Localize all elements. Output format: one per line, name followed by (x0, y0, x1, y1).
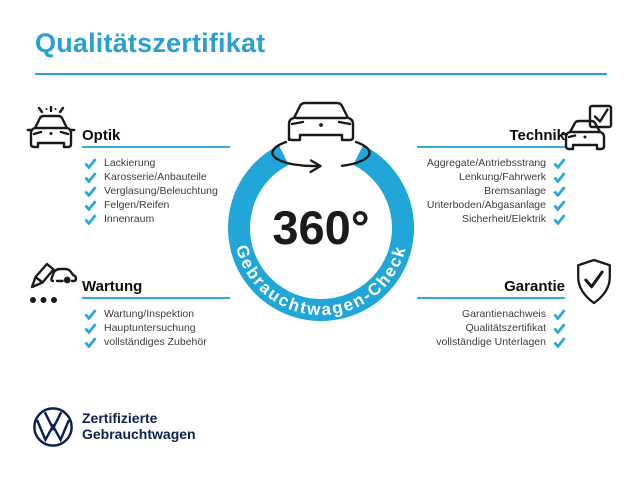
pencil-car-icon (26, 258, 78, 306)
check-item: Qualitätszertifikat (330, 322, 566, 334)
car-rotate-icon (271, 101, 371, 174)
garantie-list: Garantienachweis Qualitätszertifikat vol… (330, 308, 566, 348)
garantie-underline (417, 297, 565, 299)
section-heading-optik: Optik (82, 127, 121, 144)
ring (228, 145, 414, 321)
footer-line1: Zertifizierte (82, 410, 158, 426)
check-item: Felgen/Reifen (84, 199, 218, 211)
check-item: vollständige Unterlagen (330, 336, 566, 348)
check-icon (84, 157, 97, 169)
check-icon (553, 185, 566, 197)
check-item: Karosserie/Anbauteile (84, 171, 218, 183)
section-heading-technik: Technik (509, 127, 565, 144)
check-item: vollständiges Zubehör (84, 336, 207, 348)
check-item: Verglasung/Beleuchtung (84, 185, 218, 197)
optik-list: Lackierung Karosserie/Anbauteile Verglas… (84, 157, 218, 225)
check-icon (553, 157, 566, 169)
check-item: Lenkung/Fahrwerk (330, 171, 566, 183)
check-icon (84, 171, 97, 183)
check-icon (553, 199, 566, 211)
check-icon (84, 308, 97, 320)
ring-text: Gebrauchtwagen-Check (232, 243, 410, 320)
check-item: Lackierung (84, 157, 218, 169)
check-item: Bremsanlage (330, 185, 566, 197)
wartung-underline (82, 297, 230, 299)
shield-check-icon (572, 257, 616, 307)
wartung-list: Wartung/Inspektion Hauptuntersuchung vol… (84, 308, 207, 348)
check-icon (553, 171, 566, 183)
vw-logo (32, 406, 74, 448)
technik-list: Aggregate/Antriebsstrang Lenkung/Fahrwer… (330, 157, 566, 225)
check-icon (84, 199, 97, 211)
optik-underline (82, 146, 230, 148)
360-check-graphic: 360° Gebrauchtwagen-Check (226, 93, 416, 328)
check-icon (553, 322, 566, 334)
title-divider (35, 73, 607, 75)
check-item: Wartung/Inspektion (84, 308, 207, 320)
car-checkbox-icon (560, 104, 614, 152)
center-label: 360° (272, 201, 369, 254)
check-item: Garantienachweis (330, 308, 566, 320)
check-icon (553, 336, 566, 348)
check-item: Aggregate/Antriebsstrang (330, 157, 566, 169)
technik-underline (417, 146, 565, 148)
check-icon (84, 185, 97, 197)
check-icon (84, 322, 97, 334)
section-heading-wartung: Wartung (82, 278, 143, 295)
car-shine-icon (26, 106, 76, 152)
check-item: Innenraum (84, 213, 218, 225)
check-icon (84, 336, 97, 348)
check-item: Unterboden/Abgasanlage (330, 199, 566, 211)
check-icon (84, 213, 97, 225)
check-item: Sicherheit/Elektrik (330, 213, 566, 225)
footer-line2: Gebrauchtwagen (82, 426, 196, 442)
check-icon (553, 213, 566, 225)
section-heading-garantie: Garantie (504, 278, 565, 295)
footer-brand-text: Zertifizierte Gebrauchtwagen (82, 410, 196, 442)
check-item: Hauptuntersuchung (84, 322, 207, 334)
check-icon (553, 308, 566, 320)
page-title: Qualitätszertifikat (35, 28, 266, 58)
